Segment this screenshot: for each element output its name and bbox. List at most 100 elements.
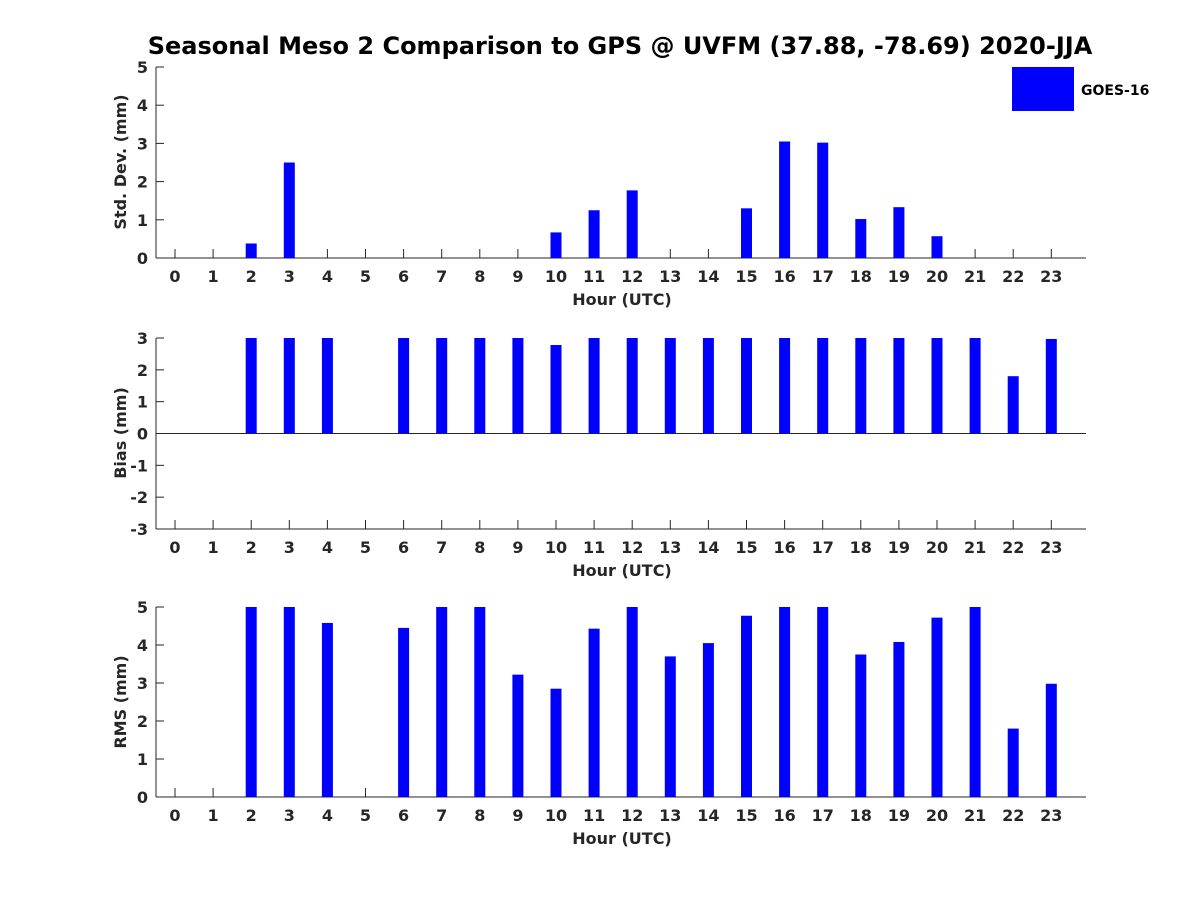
bar-hour-6: [398, 338, 410, 434]
bar-hour-14: [702, 643, 714, 797]
bar-hour-23: [1045, 338, 1057, 434]
x-tick-label: 23: [1040, 267, 1062, 286]
x-tick-label: 7: [436, 806, 447, 825]
x-tick-label: 3: [284, 538, 295, 557]
x-tick-label: 5: [360, 806, 371, 825]
x-tick-label: 15: [735, 806, 757, 825]
bar-hour-20: [931, 236, 943, 258]
x-tick-label: 16: [773, 267, 795, 286]
x-tick-label: 9: [512, 806, 523, 825]
y-tick-label: 1: [137, 211, 148, 230]
x-tick-label: 12: [621, 538, 643, 557]
bar-hour-3: [283, 607, 295, 797]
bar-hour-16: [779, 141, 791, 258]
bar-hour-19: [893, 641, 905, 797]
y-tick-label: 5: [137, 598, 148, 617]
bar-hour-4: [321, 338, 333, 434]
bar-hour-10: [550, 232, 562, 258]
y-tick-label: 3: [137, 329, 148, 348]
x-tick-label: 18: [850, 806, 872, 825]
bar-hour-9: [512, 674, 524, 797]
x-tick-label: 14: [697, 806, 719, 825]
x-tick-label: 11: [583, 267, 605, 286]
bar-hour-23: [1045, 683, 1057, 797]
bar-hour-10: [550, 345, 562, 434]
x-tick-label: 8: [474, 538, 485, 557]
bar-hour-11: [588, 338, 600, 434]
x-tick-label: 14: [697, 538, 719, 557]
x-tick-label: 4: [322, 538, 333, 557]
x-tick-label: 8: [474, 267, 485, 286]
x-tick-label: 4: [322, 267, 333, 286]
bar-hour-11: [588, 210, 600, 258]
x-tick-label: 22: [1002, 806, 1024, 825]
bar-hour-21: [969, 338, 981, 434]
y-tick-label: 2: [137, 712, 148, 731]
x-tick-label: 2: [246, 806, 257, 825]
x-tick-label: 6: [398, 806, 409, 825]
x-tick-label: 10: [545, 538, 567, 557]
x-tick-label: 15: [735, 538, 757, 557]
y-tick-label: 0: [137, 249, 148, 268]
y-tick-label: -1: [130, 456, 148, 475]
bar-hour-12: [626, 607, 638, 797]
y-tick-label: 4: [137, 96, 148, 115]
bar-hour-7: [436, 607, 448, 797]
y-tick-label: -2: [130, 488, 148, 507]
bar-hour-13: [664, 656, 676, 797]
y-axis-label: RMS (mm): [111, 655, 130, 748]
x-tick-label: 5: [360, 538, 371, 557]
x-tick-label: 21: [964, 538, 986, 557]
y-tick-label: 0: [137, 788, 148, 807]
legend-swatch: [1012, 67, 1074, 111]
bar-hour-19: [893, 338, 905, 434]
x-tick-label: 2: [246, 267, 257, 286]
x-tick-label: 14: [697, 267, 719, 286]
chart-title: Seasonal Meso 2 Comparison to GPS @ UVFM…: [148, 32, 1093, 60]
x-tick-label: 6: [398, 538, 409, 557]
x-tick-label: 16: [773, 538, 795, 557]
bar-hour-15: [741, 338, 752, 434]
x-tick-label: 20: [926, 267, 948, 286]
bar-hour-17: [817, 607, 829, 797]
bar-hour-13: [664, 338, 676, 434]
bar-hour-10: [550, 688, 562, 797]
bar-hour-16: [779, 338, 791, 434]
y-tick-label: 1: [137, 393, 148, 412]
x-tick-label: 8: [474, 806, 485, 825]
x-tick-label: 15: [735, 267, 757, 286]
y-tick-label: 1: [137, 750, 148, 769]
x-tick-label: 20: [926, 538, 948, 557]
x-tick-label: 0: [169, 538, 180, 557]
bar-hour-2: [245, 607, 257, 797]
bar-hour-17: [817, 142, 829, 258]
y-tick-label: 4: [137, 636, 148, 655]
y-axis-label: Bias (mm): [111, 387, 130, 479]
x-tick-label: 20: [926, 806, 948, 825]
y-tick-label: -3: [130, 520, 148, 539]
y-tick-label: 3: [137, 134, 148, 153]
bar-hour-19: [893, 207, 905, 258]
x-tick-label: 7: [436, 538, 447, 557]
y-tick-label: 5: [137, 58, 148, 77]
x-tick-label: 1: [208, 267, 219, 286]
x-tick-label: 0: [169, 267, 180, 286]
x-tick-label: 12: [621, 267, 643, 286]
bar-hour-20: [931, 338, 943, 434]
x-tick-label: 22: [1002, 267, 1024, 286]
x-tick-label: 22: [1002, 538, 1024, 557]
x-tick-label: 6: [398, 267, 409, 286]
x-tick-label: 2: [246, 538, 257, 557]
x-tick-label: 13: [659, 538, 681, 557]
bar-hour-12: [626, 338, 638, 434]
x-tick-label: 13: [659, 806, 681, 825]
bar-hour-14: [702, 338, 714, 434]
bar-hour-20: [931, 617, 943, 797]
x-tick-label: 21: [964, 267, 986, 286]
bar-hour-22: [1007, 728, 1019, 797]
x-tick-label: 11: [583, 538, 605, 557]
bar-hour-7: [436, 338, 448, 434]
